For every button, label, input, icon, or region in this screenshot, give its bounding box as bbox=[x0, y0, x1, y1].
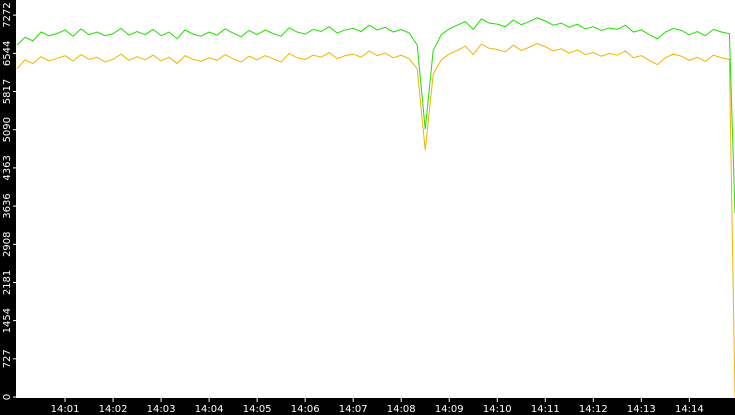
y-tick-label: 0 bbox=[2, 394, 13, 400]
x-tick-label: 14:01 bbox=[51, 404, 80, 415]
x-tick-label: 14:08 bbox=[387, 404, 416, 415]
y-tick-label: 2181 bbox=[2, 270, 13, 295]
x-tick-label: 14:14 bbox=[675, 404, 704, 415]
x-tick-label: 14:03 bbox=[147, 404, 176, 415]
y-tick-label: 5090 bbox=[2, 117, 13, 142]
x-tick-label: 14:07 bbox=[339, 404, 368, 415]
x-tick-label: 14:09 bbox=[435, 404, 464, 415]
y-tick-label: 727 bbox=[2, 349, 13, 368]
y-tick-label: 1454 bbox=[2, 308, 13, 333]
y-tick-label: 7272 bbox=[2, 2, 13, 27]
y-tick-label: 6544 bbox=[2, 41, 13, 66]
x-tick-label: 14:02 bbox=[99, 404, 128, 415]
x-tick-label: 14:06 bbox=[291, 404, 320, 415]
y-tick-label: 3636 bbox=[2, 193, 13, 218]
y-tick-label: 2908 bbox=[2, 232, 13, 257]
x-tick-label: 14:11 bbox=[531, 404, 560, 415]
x-tick-label: 14:05 bbox=[243, 404, 272, 415]
x-tick-label: 14:12 bbox=[579, 404, 608, 415]
y-tick-label: 5817 bbox=[2, 79, 13, 104]
x-tick-label: 14:04 bbox=[195, 404, 224, 415]
y-tick-label: 4363 bbox=[2, 155, 13, 180]
x-tick-label: 14:10 bbox=[483, 404, 512, 415]
x-tick-label: 14:13 bbox=[627, 404, 656, 415]
series-line bbox=[16, 43, 735, 398]
x-axis-strip bbox=[0, 398, 735, 415]
y-axis-strip bbox=[0, 0, 16, 415]
series-line bbox=[16, 17, 735, 214]
